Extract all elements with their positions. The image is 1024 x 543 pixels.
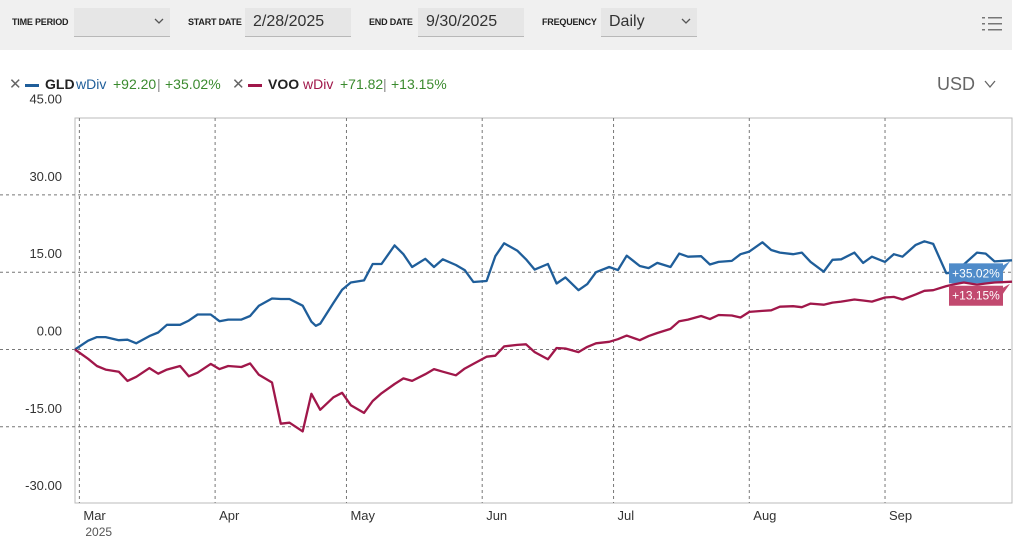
legend-gld-div-label: wDiv <box>76 76 107 92</box>
end-value-badge-pointer <box>1003 283 1010 294</box>
series-line-voo <box>74 280 1013 433</box>
x-tick-label: Mar <box>83 508 106 523</box>
legend-voo-percent: +13.15% <box>391 76 447 92</box>
legend-gld-percent: +35.02% <box>165 76 221 92</box>
chevron-down-icon <box>681 18 691 24</box>
currency-select[interactable]: USD <box>937 74 976 94</box>
x-tick-label: Jul <box>618 508 635 523</box>
end-value-badge-pointer <box>1003 261 1010 272</box>
legend-voo-symbol: VOO <box>268 76 300 92</box>
end-date-label: END DATE <box>369 17 413 27</box>
y-tick-label: -15.00 <box>25 401 62 416</box>
remove-voo-close-icon[interactable]: ✕ <box>232 76 245 93</box>
remove-gld-close-icon[interactable]: ✕ <box>9 76 22 93</box>
legend-gld-separator: | <box>157 76 161 92</box>
plot-frame <box>74 117 1013 504</box>
gld-line-swatch <box>25 84 39 87</box>
y-tick-label: 15.00 <box>29 246 62 261</box>
end-date-input[interactable]: 9/30/2025 <box>418 8 524 37</box>
end-value-badge <box>949 285 1003 306</box>
frequency-select[interactable]: Daily <box>601 8 697 37</box>
start-date-input[interactable]: 2/28/2025 <box>245 8 351 37</box>
y-tick-label: 30.00 <box>29 169 62 184</box>
x-tick-sublabel: 2025 <box>85 525 112 539</box>
end-value-label: +35.02% <box>952 266 1000 280</box>
time-period-select[interactable] <box>74 8 170 37</box>
legend-voo-div-label: wDiv <box>303 76 334 92</box>
x-tick-label: Aug <box>753 508 776 523</box>
voo-line-swatch <box>248 84 262 87</box>
x-tick-label: Jun <box>486 508 507 523</box>
end-value-label: +13.15% <box>952 289 1000 303</box>
end-date-value: 9/30/2025 <box>426 13 498 30</box>
chevron-down-icon[interactable] <box>984 79 996 89</box>
start-date-label: START DATE <box>188 17 242 27</box>
x-tick-label: Apr <box>219 508 240 523</box>
legend-gld-symbol: GLD <box>45 76 75 92</box>
toolbar: TIME PERIOD START DATE 2/28/2025 END DAT… <box>0 0 1012 50</box>
legend-gld-change: +92.20 <box>113 76 157 92</box>
legend-voo-separator: | <box>383 76 387 92</box>
y-tick-label: 45.00 <box>29 92 62 107</box>
frequency-label: FREQUENCY <box>542 17 597 27</box>
end-value-badge <box>949 263 1003 284</box>
series-line-gld <box>74 240 1013 351</box>
time-period-label: TIME PERIOD <box>12 17 69 27</box>
frequency-value: Daily <box>609 13 645 30</box>
list-menu-icon[interactable] <box>982 15 1002 33</box>
y-tick-label: -30.00 <box>25 478 62 493</box>
legend-voo-change: +71.82 <box>340 76 384 92</box>
x-tick-label: Sep <box>889 508 912 523</box>
start-date-value: 2/28/2025 <box>253 13 325 30</box>
y-tick-label: 0.00 <box>37 324 62 339</box>
chevron-down-icon <box>154 18 164 24</box>
x-tick-label: May <box>350 508 375 523</box>
